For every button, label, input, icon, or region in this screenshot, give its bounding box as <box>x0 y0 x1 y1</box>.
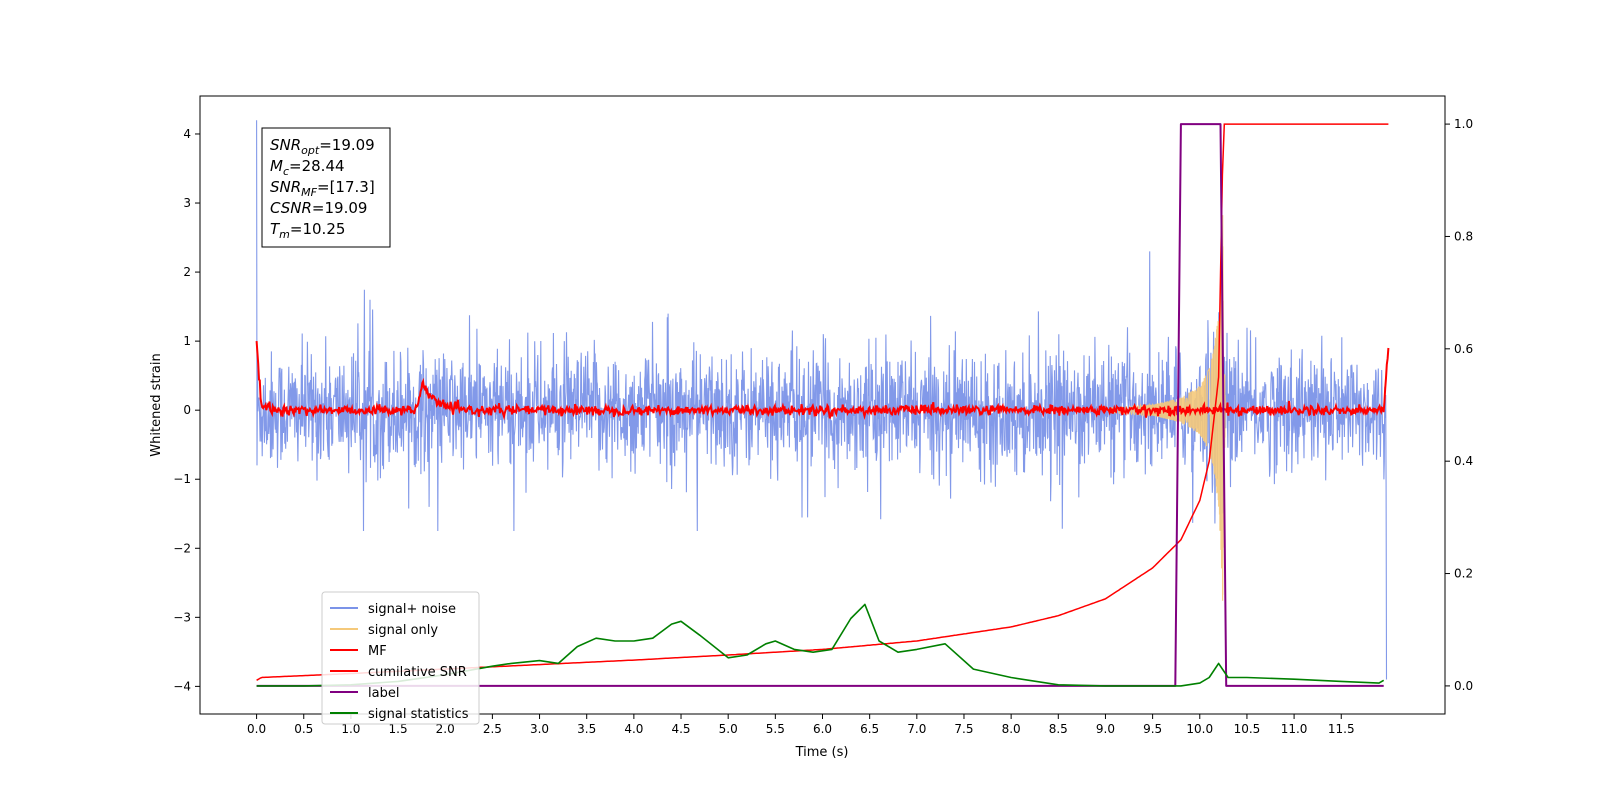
legend-label: signal statistics <box>368 707 469 722</box>
x-tick-label: 9.0 <box>1096 722 1115 736</box>
series-label <box>256 123 1384 687</box>
annotation-line: SNRopt=19.09 <box>270 136 375 157</box>
x-tick-label: 8.5 <box>1049 722 1068 736</box>
x-tick-label: 2.5 <box>483 722 502 736</box>
series-signal-only <box>1104 215 1226 601</box>
x-axis: 0.0 0.5 1.0 1.5 2.0 2.5 3.0 3.5 4.0 4.5 5.0 5.5 6.0 6… <box>247 714 1355 736</box>
legend-label: signal only <box>368 623 438 638</box>
x-tick-label: 11.0 <box>1281 722 1308 736</box>
legend-frame <box>321 591 480 725</box>
x-tick-label: 8.0 <box>1002 722 1021 736</box>
x-tick-label: 11.5 <box>1328 722 1355 736</box>
annotation-box: SNRopt=19.09Mc=28.44SNRMF=[17.3]CSNR=19.… <box>261 127 391 248</box>
annotation-line: Tm=10.25 <box>270 220 345 241</box>
legend-label: signal+ noise <box>368 602 456 617</box>
y-left-tick-label: 3 <box>183 196 191 210</box>
legend-label: cumilative SNR <box>368 665 467 680</box>
y-right-tick-label: 0.4 <box>1454 454 1473 468</box>
x-tick-label: 0.0 <box>247 722 266 736</box>
y-left-tick-label: 0 <box>183 403 191 417</box>
x-tick-label: 3.0 <box>530 722 549 736</box>
annotation-line: Mc=28.44 <box>270 157 345 178</box>
annotation-line: CSNR=19.09 <box>270 199 367 217</box>
x-tick-label: 1.5 <box>389 722 408 736</box>
annotation-line: SNRMF=[17.3] <box>270 178 375 199</box>
y-right-tick-label: 0.2 <box>1454 567 1473 581</box>
series-signal-statistics <box>256 603 1385 687</box>
legend: signal+ noise signal only MF cumilative SNR… <box>321 591 480 725</box>
x-tick-label: 6.0 <box>813 722 832 736</box>
x-tick-label: 2.0 <box>436 722 455 736</box>
legend-label: label <box>368 686 399 701</box>
x-tick-label: 1.0 <box>341 722 360 736</box>
x-tick-label: 7.0 <box>907 722 926 736</box>
x-tick-label: 10.0 <box>1186 722 1213 736</box>
y-left-tick-label: −4 <box>173 679 191 693</box>
y-axis-right: 0.0 0.2 0.4 0.6 0.8 1.0 <box>1445 117 1473 693</box>
legend-label: MF <box>368 644 387 659</box>
y-right-tick-label: 0.6 <box>1454 342 1473 356</box>
x-tick-label: 4.0 <box>624 722 643 736</box>
y-left-tick-label: −1 <box>173 472 191 486</box>
y-axis-left: −4 −3 −2 −1 0 1 2 3 4 <box>173 127 200 693</box>
y-axis-label: Whitened strain <box>149 353 164 456</box>
x-tick-label: 9.5 <box>1143 722 1162 736</box>
x-tick-label: 6.5 <box>860 722 879 736</box>
y-right-tick-label: 0.0 <box>1454 679 1473 693</box>
y-left-tick-label: 1 <box>183 334 191 348</box>
x-tick-label: 5.0 <box>719 722 738 736</box>
y-left-tick-label: 2 <box>183 265 191 279</box>
x-tick-label: 3.5 <box>577 722 596 736</box>
annotation-frame <box>261 127 391 248</box>
y-left-tick-label: −2 <box>173 541 191 555</box>
y-left-tick-label: 4 <box>183 127 191 141</box>
series-mf <box>255 341 1390 421</box>
x-tick-label: 10.5 <box>1234 722 1261 736</box>
y-left-tick-label: −3 <box>173 610 191 624</box>
x-tick-label: 4.5 <box>671 722 690 736</box>
x-tick-label: 7.5 <box>954 722 973 736</box>
y-right-tick-label: 0.8 <box>1454 229 1473 243</box>
x-tick-label: 0.5 <box>294 722 313 736</box>
x-axis-label: Time (s) <box>795 745 849 760</box>
x-tick-label: 5.5 <box>766 722 785 736</box>
y-right-tick-label: 1.0 <box>1454 117 1473 131</box>
